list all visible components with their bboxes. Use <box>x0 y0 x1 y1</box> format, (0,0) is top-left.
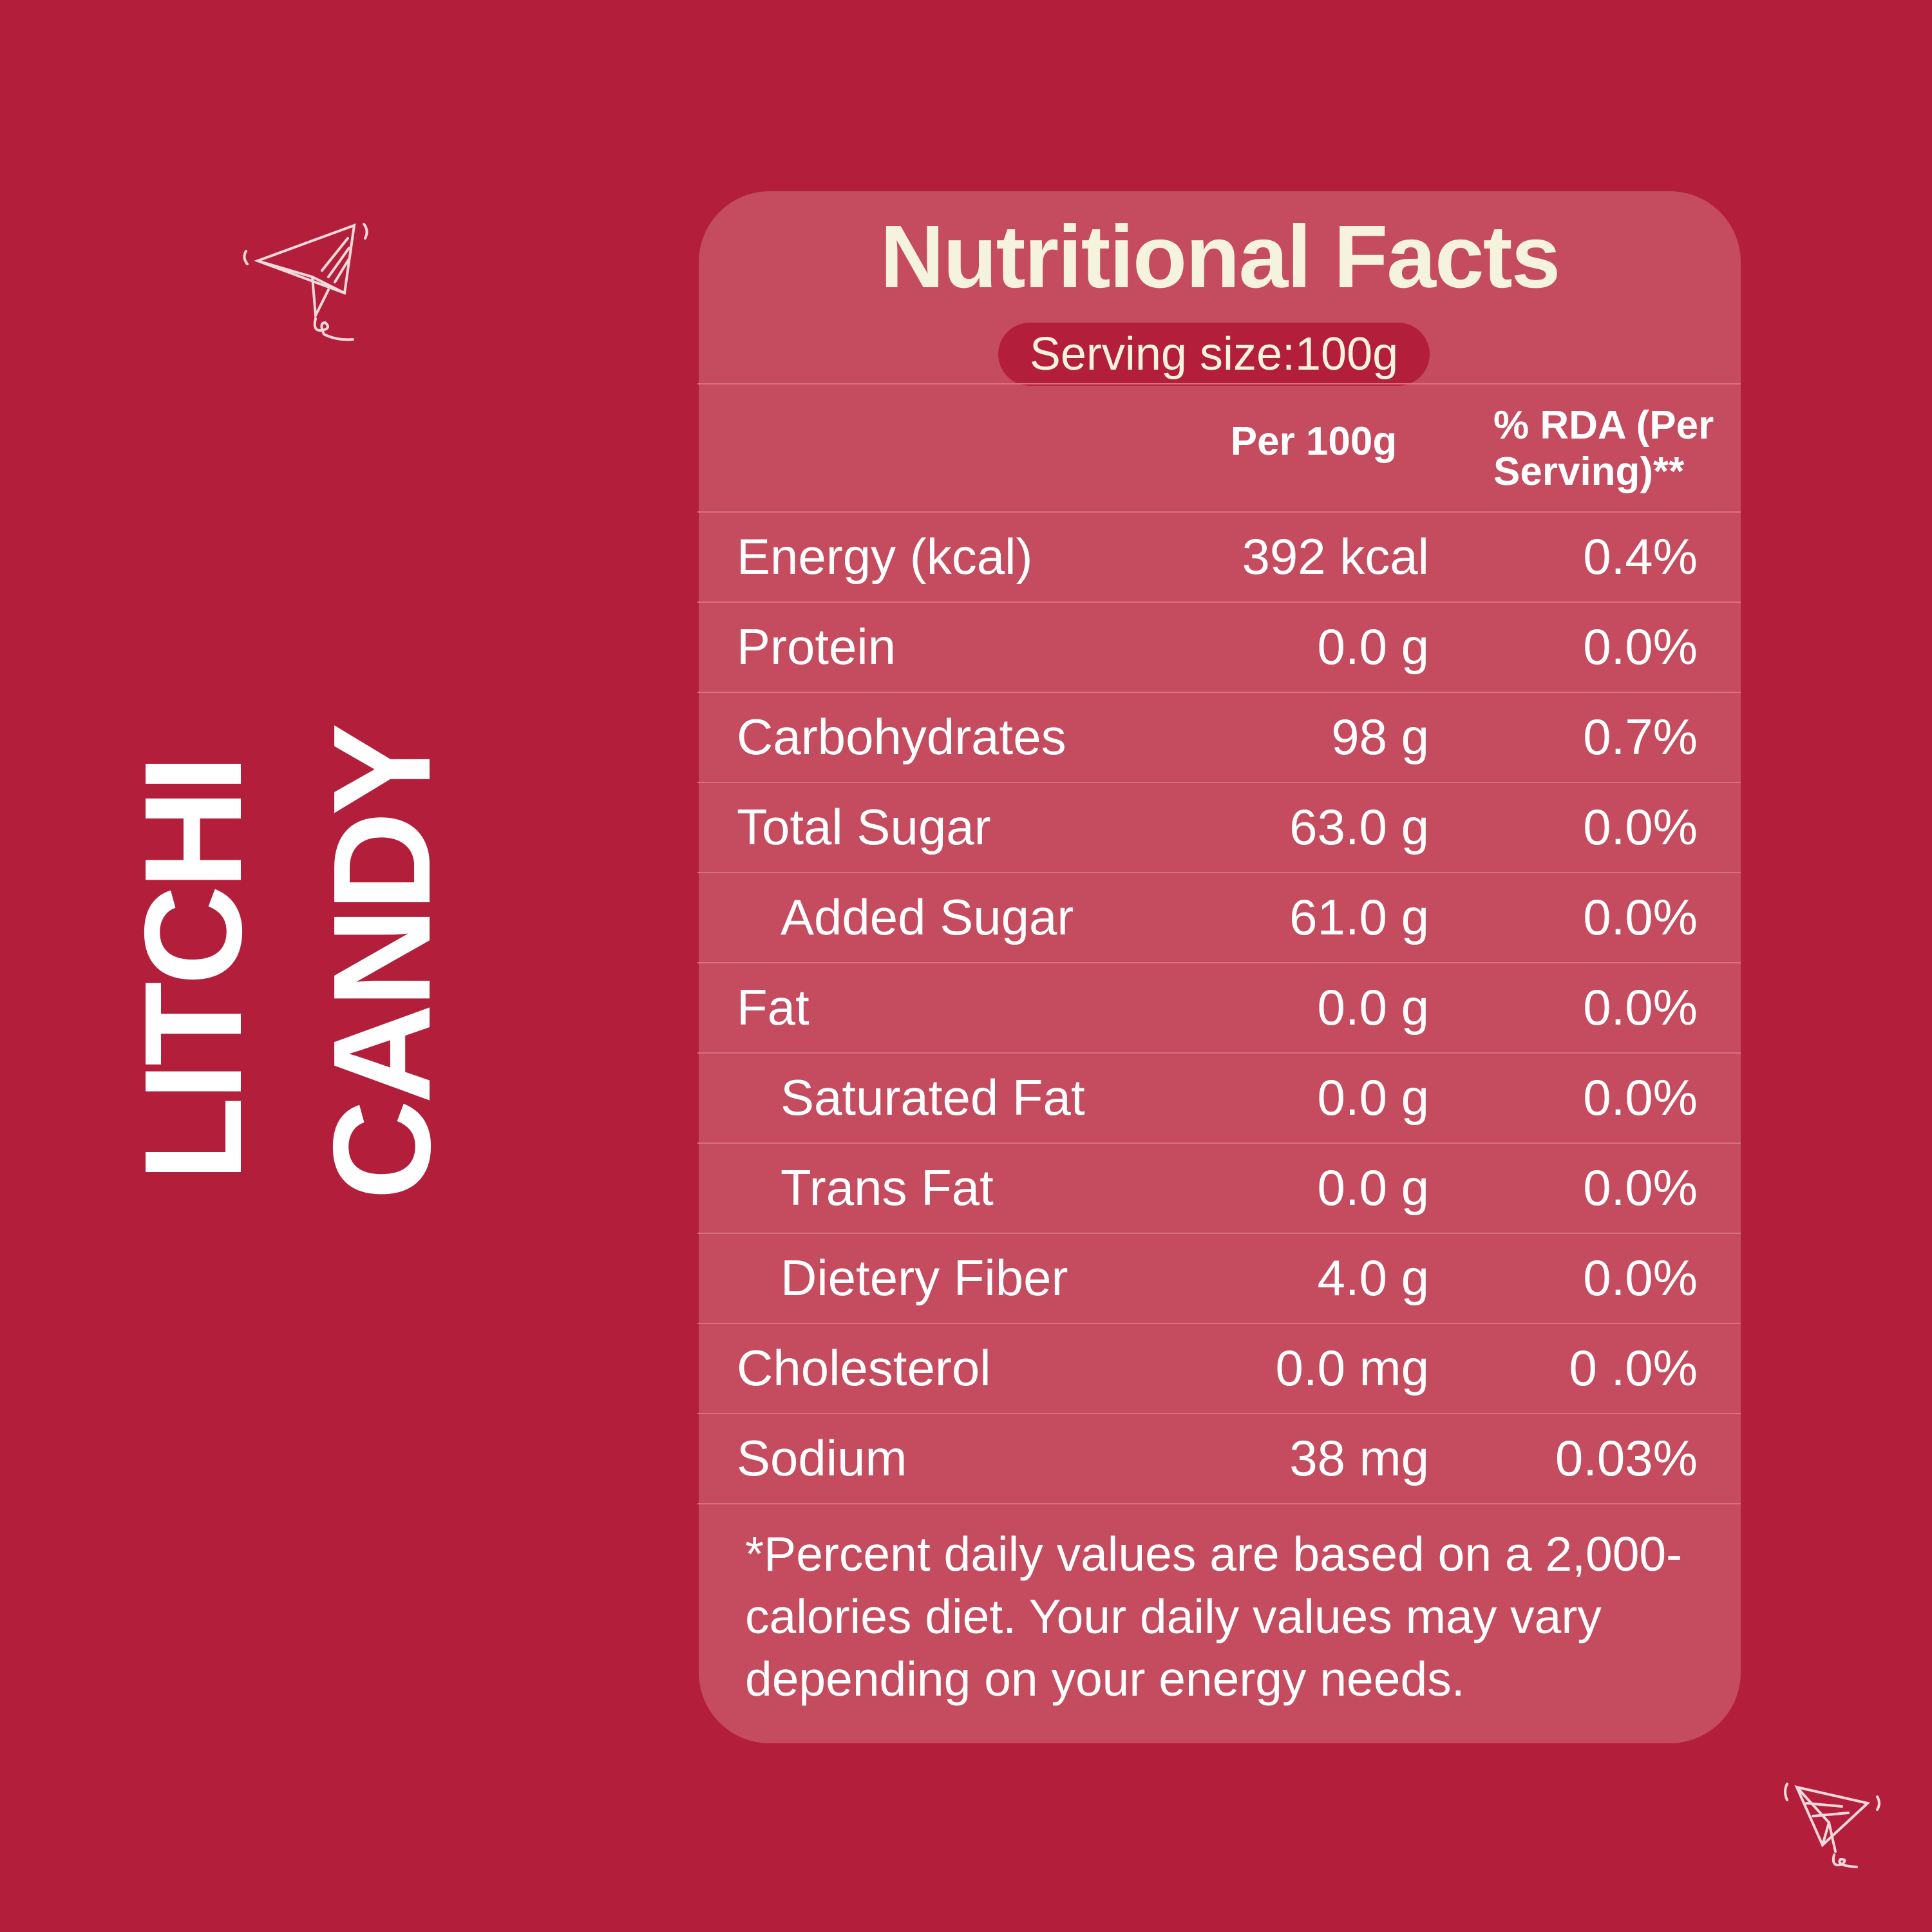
divider <box>697 1052 1741 1054</box>
rda-percent: 0.0% <box>1583 1159 1698 1216</box>
table-row: Trans Fat 0.0 g 0.0% <box>699 1142 1741 1233</box>
rda-percent: 0.0% <box>1583 979 1698 1036</box>
rda-percent: 0.0% <box>1583 1069 1698 1126</box>
nutrient-name: Cholesterol <box>737 1340 991 1396</box>
nutrient-name: Saturated Fat <box>781 1069 1085 1126</box>
rda-percent: 0.0% <box>1583 618 1698 675</box>
per-100g: 0.0 g <box>1317 979 1429 1036</box>
title: Nutritional Facts <box>880 207 1561 307</box>
rda-percent: 0.7% <box>1583 708 1698 765</box>
nutrient-name: Fat <box>737 979 810 1036</box>
rda-percent: 0.0% <box>1583 889 1698 945</box>
table-row: Energy (kcal) 392 kcal 0.4% <box>699 511 1741 601</box>
rda-percent: 0.4% <box>1583 528 1698 585</box>
table-row: Dietery Fiber 4.0 g 0.0% <box>699 1233 1741 1323</box>
table-row: Fat 0.0 g 0.0% <box>699 962 1741 1052</box>
divider <box>697 782 1741 783</box>
nutrient-name: Carbohydrates <box>737 708 1066 765</box>
table-row: Cholesterol 0.0 mg 0 .0% <box>699 1323 1741 1413</box>
divider <box>697 601 1741 603</box>
divider <box>697 692 1741 693</box>
per-100g: 0.0 g <box>1317 1069 1429 1126</box>
divider <box>697 872 1741 873</box>
column-header: % RDA (Per Serving)** <box>1493 403 1714 494</box>
divider <box>697 1233 1741 1234</box>
rda-percent: 0.0% <box>1583 799 1698 855</box>
table-row: Carbohydrates 98 g 0.7% <box>699 692 1741 782</box>
divider <box>697 1142 1741 1144</box>
rda-percent: 0 .0% <box>1569 1340 1698 1396</box>
per-100g: 0.0 g <box>1317 1159 1429 1216</box>
per-100g: 98 g <box>1331 708 1429 765</box>
table-row: Total Sugar 63.0 g 0.0% <box>699 782 1741 872</box>
per-100g: 392 kcal <box>1242 528 1429 585</box>
side-title: LITCHI <box>115 758 270 1182</box>
divider <box>697 511 1741 513</box>
nutrient-name: Energy (kcal) <box>737 528 1033 585</box>
table-row: Saturated Fat 0.0 g 0.0% <box>699 1052 1741 1142</box>
divider <box>697 962 1741 963</box>
table-row: Sodium 38 mg 0.03% <box>699 1413 1741 1503</box>
nutrient-name: Trans Fat <box>781 1159 994 1216</box>
divider <box>697 1413 1741 1414</box>
side-title: CANDY <box>304 726 459 1200</box>
table-row: Protein 0.0 g 0.0% <box>699 601 1741 692</box>
nutrient-name: Sodium <box>737 1430 907 1486</box>
nutrient-name: Added Sugar <box>781 889 1074 945</box>
nutrition-card <box>699 191 1741 1743</box>
per-100g: 63.0 g <box>1289 799 1429 855</box>
rda-percent: 0.0% <box>1583 1249 1698 1306</box>
table-row: Added Sugar 61.0 g 0.0% <box>699 872 1741 962</box>
column-header: Per 100g <box>1230 419 1397 464</box>
rda-percent: 0.03% <box>1555 1430 1698 1486</box>
footnote: *Percent daily values are based on a 2,0… <box>745 1527 1683 1706</box>
per-100g: 0.0 g <box>1317 618 1429 675</box>
serving-size: Serving size:100g <box>998 323 1430 386</box>
per-100g: 38 mg <box>1289 1430 1429 1486</box>
nutrient-name: Protein <box>737 618 896 675</box>
divider <box>697 1503 1741 1504</box>
per-100g: 0.0 mg <box>1275 1340 1429 1396</box>
paper-plane-icon <box>243 223 368 341</box>
nutrient-name: Total Sugar <box>737 799 991 855</box>
nutrient-name: Dietery Fiber <box>781 1249 1068 1306</box>
per-100g: 4.0 g <box>1317 1249 1429 1306</box>
divider <box>697 1323 1741 1324</box>
divider <box>697 383 1741 384</box>
paper-plane-icon <box>1784 1783 1880 1868</box>
per-100g: 61.0 g <box>1289 889 1429 945</box>
